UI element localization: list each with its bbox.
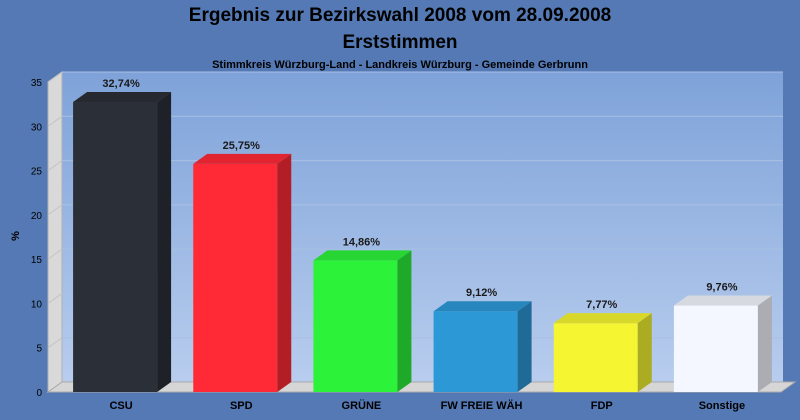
bar-top bbox=[193, 153, 292, 164]
left-wall bbox=[47, 71, 63, 393]
bar-front bbox=[673, 305, 758, 392]
bar-front bbox=[73, 102, 158, 392]
grid-line-wall bbox=[47, 204, 63, 216]
bar-front bbox=[313, 260, 398, 392]
chart-title-line2: Erststimmen bbox=[342, 32, 458, 53]
y-axis: 0 5 10 15 20 25 30 35 bbox=[31, 78, 43, 399]
bar-top bbox=[673, 295, 772, 306]
bars: 32,74% 25,75% 14,86% 9,12% 7,77% 9,76% bbox=[73, 78, 772, 392]
bar-front bbox=[433, 311, 518, 392]
grid-line-wall bbox=[47, 71, 63, 83]
grid-line-wall bbox=[47, 248, 63, 260]
bar-side bbox=[277, 153, 292, 392]
bar-front bbox=[193, 163, 278, 392]
bar-front bbox=[553, 323, 638, 392]
x-tick-label: FDP bbox=[591, 400, 613, 412]
bar-value-label: 9,76% bbox=[706, 282, 737, 294]
x-tick-label: Sonstige bbox=[699, 400, 745, 412]
bar bbox=[73, 92, 172, 392]
bar-value-label: 14,86% bbox=[343, 236, 381, 248]
grid-lines bbox=[47, 71, 783, 349]
bar bbox=[673, 295, 772, 392]
y-tick-label: 35 bbox=[31, 78, 43, 89]
bar-side bbox=[397, 250, 412, 392]
y-tick-label: 15 bbox=[31, 255, 43, 266]
grid-line-wall bbox=[47, 160, 63, 171]
chart-subtitle: Stimmkreis Würzburg-Land - Landkreis Wür… bbox=[212, 59, 588, 71]
y-tick-label: 10 bbox=[31, 299, 43, 310]
chart-title: Ergebnis zur Bezirkswahl 2008 vom 28.09.… bbox=[188, 5, 612, 26]
bar-side bbox=[157, 92, 172, 392]
grid-line-wall bbox=[47, 337, 63, 349]
bar-value-label: 7,77% bbox=[586, 299, 617, 311]
bar bbox=[313, 250, 412, 392]
bar-top bbox=[73, 92, 172, 103]
x-tick-label: FW FREIE WÄH bbox=[441, 399, 523, 412]
bar-side bbox=[757, 295, 772, 392]
x-tick-label: SPD bbox=[230, 400, 253, 412]
y-tick-label: 0 bbox=[36, 388, 42, 399]
bar bbox=[193, 153, 292, 392]
bar-value-label: 25,75% bbox=[223, 140, 261, 152]
bar-top bbox=[433, 301, 532, 312]
bar-value-label: 32,74% bbox=[102, 78, 140, 90]
bar-top bbox=[313, 250, 412, 261]
y-tick-label: 5 bbox=[36, 344, 42, 355]
x-tick-label: CSU bbox=[109, 400, 132, 412]
bar-top bbox=[553, 313, 652, 324]
y-axis-label: % bbox=[10, 231, 22, 241]
y-tick-label: 25 bbox=[31, 167, 43, 178]
grid-line-wall bbox=[47, 293, 63, 304]
bar-value-label: 9,12% bbox=[466, 287, 497, 299]
chart-header: Ergebnis zur Bezirkswahl 2008 vom 28.09.… bbox=[0, 0, 800, 71]
plot-background bbox=[62, 72, 783, 382]
y-tick-label: 20 bbox=[31, 211, 43, 222]
bar bbox=[433, 301, 532, 392]
x-tick-label: GRÜNE bbox=[342, 399, 382, 412]
bar-side bbox=[637, 313, 652, 392]
grid-line-wall bbox=[47, 115, 63, 127]
y-tick-label: 30 bbox=[31, 122, 43, 133]
x-axis: CSU SPD GRÜNE FW FREIE WÄH FDP Sonstige bbox=[109, 399, 745, 412]
bar bbox=[553, 313, 652, 392]
bar-side bbox=[517, 301, 532, 392]
